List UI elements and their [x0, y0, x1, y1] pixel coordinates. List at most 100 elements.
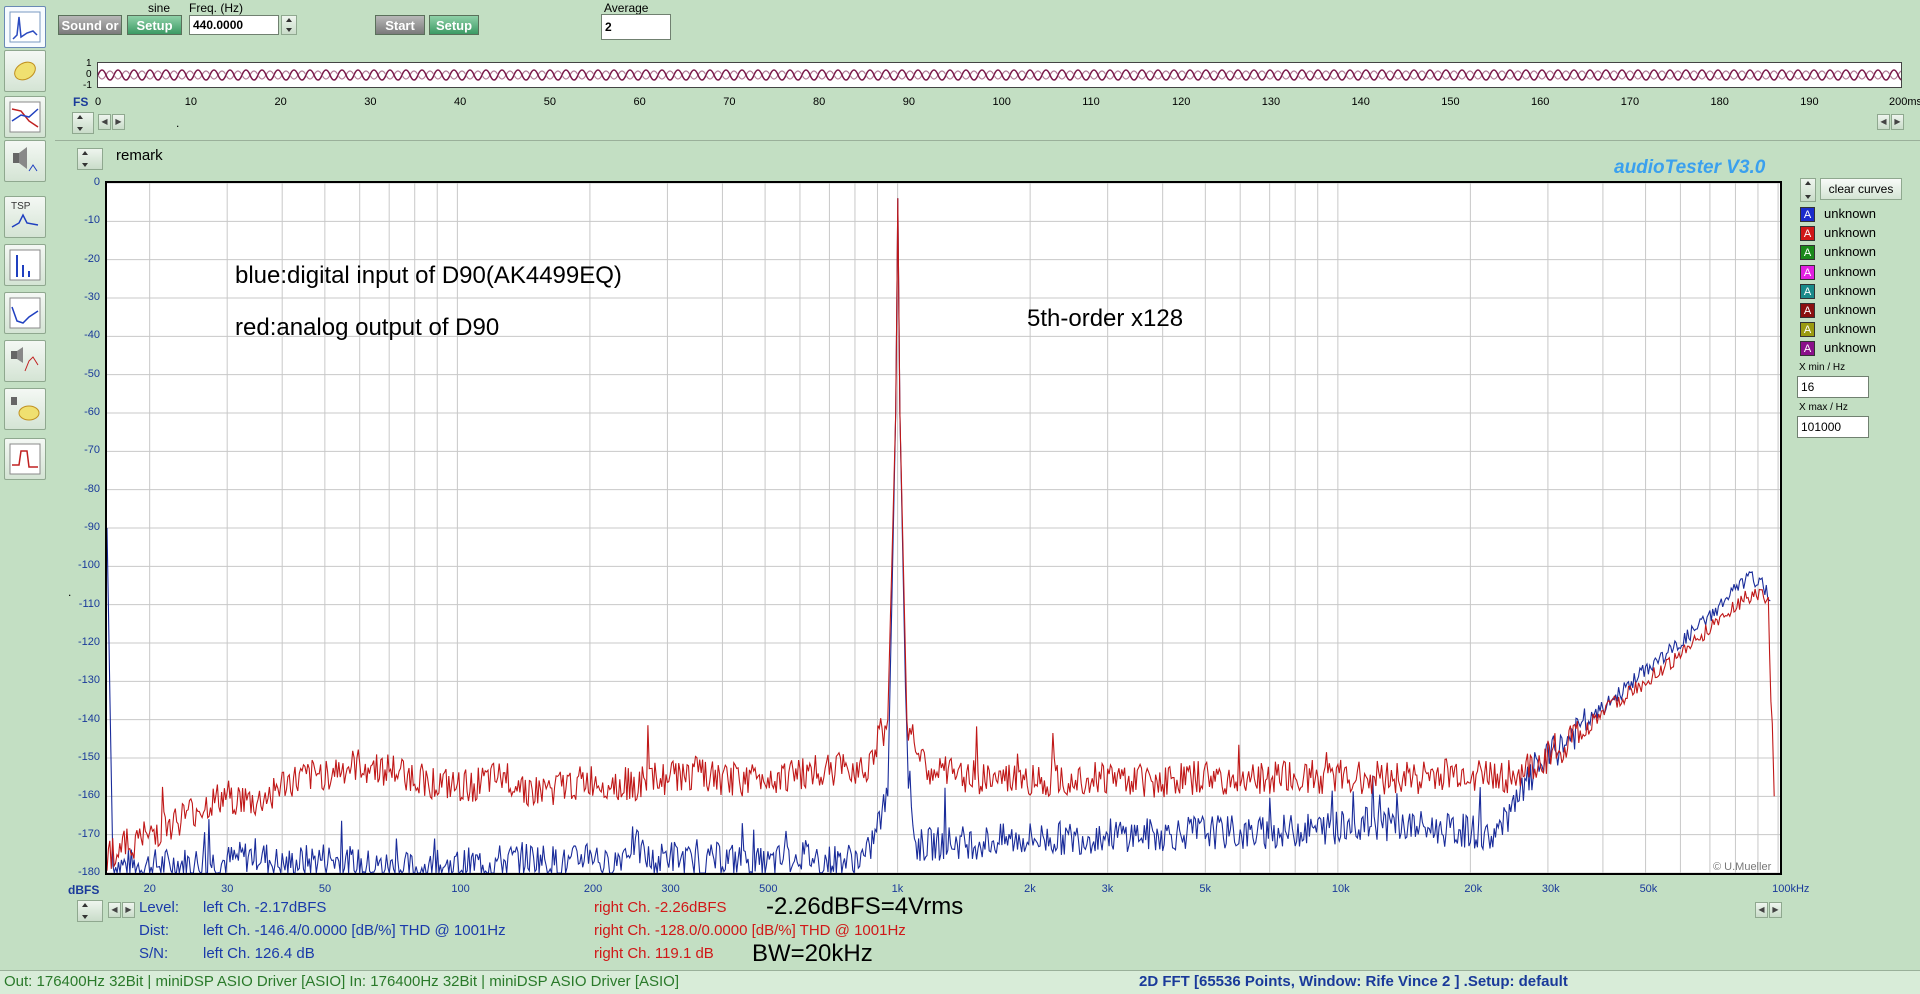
osc-y-label-bottom: -1 — [83, 80, 92, 91]
x-tick-label: 2k — [1024, 883, 1036, 895]
frequency-response-tool-button[interactable] — [4, 96, 46, 138]
osc-x-tick: 120 — [1172, 96, 1191, 108]
x-tick-label: 30k — [1541, 883, 1560, 895]
fft-spectrum-tool-button[interactable] — [4, 6, 46, 48]
osc-x-tick: 30 — [364, 96, 377, 108]
remark-spinner[interactable] — [77, 148, 103, 170]
x-scroll-right-button[interactable]: ▶ — [122, 902, 135, 918]
osc-y-label-mid: 0 — [86, 69, 92, 80]
start-button[interactable]: Start — [375, 15, 425, 35]
y-tick-label: -180 — [77, 866, 100, 878]
legend-spinner[interactable] — [1800, 178, 1816, 202]
osc-x-tick: 180 — [1710, 96, 1729, 108]
y-tick-label: -40 — [84, 329, 100, 342]
y-tick-label: -80 — [84, 482, 100, 495]
status-io-info: Out: 176400Hz 32Bit | miniDSP ASIO Drive… — [4, 973, 680, 990]
legend-label: unknown — [1824, 302, 1877, 317]
signal-setup-button[interactable]: Setup — [127, 15, 182, 35]
osc-dot-text: . — [176, 116, 180, 130]
osc-x-tick: 90 — [902, 96, 915, 108]
x-zoom-right-button[interactable]: ▶ — [1769, 902, 1782, 918]
average-label: Average — [604, 1, 649, 15]
osc-scroll-right-button[interactable]: ▶ — [112, 114, 125, 130]
xmax-input[interactable]: 101000 — [1797, 416, 1869, 438]
osc-zoom-left-button[interactable]: ◀ — [1877, 114, 1890, 130]
y-tick-label: -100 — [77, 559, 100, 572]
sn-left-value: left Ch. 126.4 dB — [203, 945, 315, 962]
fs-spinner[interactable] — [72, 112, 94, 134]
osc-x-tick: 100 — [992, 96, 1011, 108]
legend-color-swatch[interactable]: A — [1800, 303, 1815, 318]
legend-color-swatch[interactable]: A — [1800, 226, 1815, 242]
spectrum-icon — [9, 11, 41, 43]
x-tick-label: 20k — [1464, 883, 1483, 895]
sn-label: S/N: — [139, 945, 169, 962]
measurement-setup-button[interactable]: Setup — [429, 15, 479, 35]
lissajous-tool-button[interactable] — [4, 50, 46, 92]
y-tick-label: -20 — [84, 252, 100, 265]
legend-color-swatch[interactable]: A — [1800, 245, 1815, 261]
annotation-blue: blue:digital input of D90(AK4499EQ) — [235, 262, 622, 289]
clear-curves-button[interactable]: clear curves — [1820, 178, 1902, 200]
legend-color-swatch[interactable]: A — [1800, 283, 1815, 299]
frequency-input[interactable]: 440.0000 — [189, 15, 279, 35]
signal-type-label: sine — [148, 1, 171, 15]
legend-label: unknown — [1824, 263, 1877, 279]
x-tick-label: 1k — [891, 883, 904, 895]
average-input[interactable]: 2 — [601, 14, 671, 40]
x-tick-label: 10k — [1331, 883, 1350, 895]
osc-x-tick: 10 — [184, 96, 197, 108]
osc-x-tick: 130 — [1261, 96, 1281, 108]
osc-x-tick: 40 — [454, 96, 467, 108]
y-tick-label: 0 — [93, 176, 100, 188]
legend-color-swatch[interactable]: A — [1800, 341, 1815, 357]
x-scroll-left-button[interactable]: ◀ — [108, 902, 121, 918]
impedance-icon — [11, 347, 39, 372]
sweep-tool-button[interactable] — [4, 292, 46, 334]
oscilloscope-view[interactable] — [97, 62, 1902, 88]
legend-color-swatch[interactable]: A — [1800, 264, 1815, 280]
dist-label: Dist: — [139, 922, 169, 939]
x-tick-label: 30 — [221, 883, 234, 895]
y-axis-dot: . — [68, 585, 72, 599]
tsp-tool-button[interactable]: TSP — [4, 196, 46, 238]
osc-x-tick: 150 — [1441, 96, 1460, 108]
y-scale-spinner[interactable] — [77, 900, 103, 922]
x-tick-label: 20 — [143, 883, 156, 895]
tsp-curve-icon — [11, 213, 39, 228]
y-tick-label: -160 — [77, 789, 100, 802]
legend-color-swatch[interactable]: A — [1800, 322, 1815, 338]
frequency-spinner[interactable] — [281, 15, 297, 35]
series-line-0 — [106, 198, 1771, 875]
x-tick-label: 50 — [318, 883, 332, 895]
y-tick-label: -170 — [77, 827, 100, 840]
x-tick-label: 300 — [661, 883, 680, 895]
legend-label: unknown — [1824, 340, 1877, 356]
fft-plot-area[interactable] — [105, 181, 1782, 875]
tsp-label-icon: TSP — [11, 201, 31, 212]
y-tick-label: -70 — [84, 444, 100, 457]
y-tick-label: -60 — [84, 406, 100, 418]
osc-x-tick: 20 — [274, 96, 287, 108]
distortion-tool-button[interactable] — [4, 244, 46, 286]
osc-x-tick: 190 — [1800, 96, 1819, 108]
legend-label: unknown — [1824, 244, 1877, 260]
status-fft-info: 2D FFT [65536 Points, Window: Rife Vince… — [1139, 973, 1568, 990]
impedance-tool-button[interactable] — [4, 340, 46, 382]
sound-on-button[interactable]: Sound or — [58, 15, 122, 35]
legend-color-swatch[interactable]: A — [1800, 207, 1815, 222]
osc-zoom-right-button[interactable]: ▶ — [1891, 114, 1904, 130]
osc-y-label-top: 1 — [86, 58, 92, 69]
waterfall-tool-button[interactable] — [4, 388, 46, 430]
xmin-input[interactable]: 16 — [1797, 376, 1869, 398]
step-response-tool-button[interactable] — [4, 438, 46, 480]
fs-label: FS — [73, 95, 89, 109]
osc-x-tick: 140 — [1351, 96, 1370, 108]
speaker-measure-tool-button[interactable] — [4, 140, 46, 182]
annotation-filter: 5th-order x128 — [1027, 305, 1184, 332]
osc-x-tick: 70 — [723, 96, 736, 108]
annotation-red: red:analog output of D90 — [235, 314, 500, 341]
osc-scroll-left-button[interactable]: ◀ — [98, 114, 111, 130]
x-zoom-left-button[interactable]: ◀ — [1755, 902, 1768, 918]
level-annotation: -2.26dBFS=4Vrms — [766, 893, 964, 920]
